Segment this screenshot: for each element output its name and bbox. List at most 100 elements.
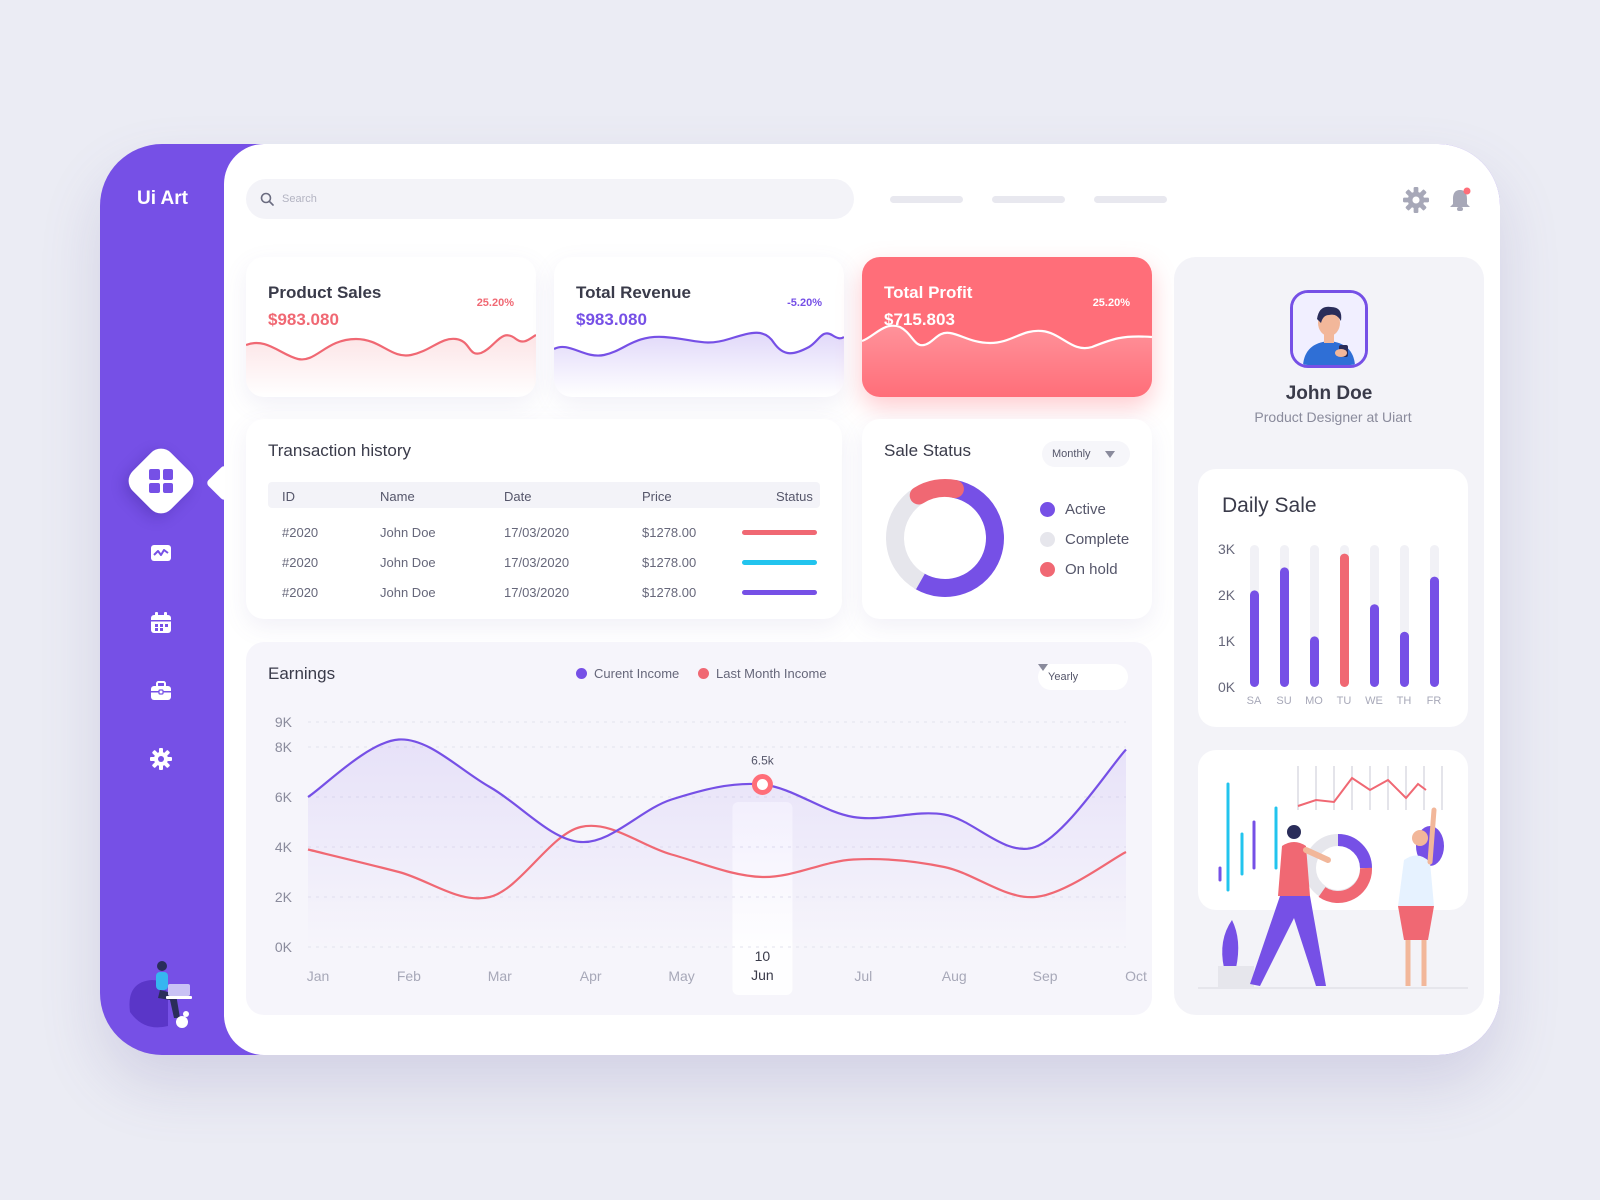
cell-price: $1278.00 bbox=[642, 525, 697, 540]
highlight-value-label: 6.5k bbox=[751, 754, 775, 768]
cell-name: John Doe bbox=[380, 555, 436, 570]
dropdown-value: Yearly bbox=[1048, 671, 1079, 683]
sidebar-item-activity[interactable] bbox=[146, 538, 176, 568]
legend-dot bbox=[576, 668, 587, 679]
cell-id: #2020 bbox=[282, 525, 319, 540]
settings-button[interactable] bbox=[1402, 186, 1430, 214]
bar-mo[interactable] bbox=[1310, 636, 1319, 687]
bar-tu[interactable] bbox=[1340, 553, 1349, 687]
y-tick-label: 2K bbox=[1218, 587, 1236, 603]
column-header-price[interactable]: Price bbox=[642, 489, 672, 504]
caret-down-icon bbox=[1104, 450, 1115, 458]
x-tick-label: Sep bbox=[1033, 968, 1058, 984]
highlight-month-label: Jun bbox=[751, 967, 774, 983]
sidebar-item-portfolio[interactable] bbox=[146, 676, 176, 706]
column-header-date[interactable]: Date bbox=[504, 489, 532, 504]
sidebar-item-calendar[interactable] bbox=[146, 608, 176, 638]
legend-label: On hold bbox=[1065, 561, 1118, 578]
cell-id: #2020 bbox=[282, 585, 319, 600]
column-header-name[interactable]: Name bbox=[380, 489, 415, 504]
highlight-day-label: 10 bbox=[755, 948, 771, 964]
top-nav-link-3[interactable] bbox=[1094, 196, 1167, 203]
sidebar: Ui Art bbox=[100, 144, 240, 1055]
app-logo[interactable]: Ui Art bbox=[136, 188, 189, 209]
notification-dot bbox=[1463, 187, 1471, 195]
product-sales-card[interactable]: Product Sales $983.080 25.20% bbox=[246, 257, 536, 397]
total-profit-card[interactable]: Total Profit $715.803 25.20% bbox=[862, 257, 1152, 397]
column-header-id[interactable]: ID bbox=[282, 489, 295, 504]
total-profit-sparkline bbox=[862, 324, 1152, 397]
avatar[interactable] bbox=[1290, 290, 1368, 368]
bell-icon bbox=[1450, 187, 1471, 211]
legend-active: Active bbox=[1040, 501, 1106, 518]
gear-icon bbox=[150, 748, 172, 770]
column-header-status[interactable]: Status bbox=[776, 489, 813, 504]
cell-date: 17/03/2020 bbox=[504, 555, 570, 570]
x-tick-label: SA bbox=[1247, 695, 1262, 707]
cell-date: 17/03/2020 bbox=[504, 585, 570, 600]
y-tick-label: 0K bbox=[1218, 679, 1236, 695]
legend-current-income: Curent Income bbox=[576, 666, 679, 681]
stat-value: $715.803 bbox=[884, 310, 955, 329]
x-tick-label: May bbox=[668, 968, 694, 984]
panel-title: Transaction history bbox=[268, 441, 411, 460]
dashboard-icon bbox=[149, 469, 173, 493]
x-tick-label: Oct bbox=[1125, 968, 1147, 984]
legend-dot bbox=[1040, 562, 1055, 577]
legend-complete: Complete bbox=[1040, 531, 1129, 548]
profile-panel: John Doe Product Designer at Uiart Daily… bbox=[1174, 257, 1484, 1015]
sidebar-item-settings[interactable] bbox=[146, 744, 176, 774]
current-income-area bbox=[308, 739, 1126, 947]
x-tick-label: TU bbox=[1337, 695, 1352, 707]
stat-value: $983.080 bbox=[576, 310, 647, 329]
main-content: Product Sales $983.080 25.20% Total Reve… bbox=[205, 144, 1500, 1055]
daily-sale-title: Daily Sale bbox=[1222, 494, 1317, 517]
notifications-button[interactable] bbox=[1446, 186, 1474, 214]
team-analytics-illustration bbox=[1198, 766, 1468, 989]
search-input[interactable] bbox=[282, 193, 582, 205]
highlight-point[interactable] bbox=[751, 774, 773, 795]
panel-title: Sale Status bbox=[884, 441, 971, 460]
briefcase-icon bbox=[151, 681, 171, 700]
calendar-icon bbox=[151, 612, 171, 633]
x-tick-label: Jul bbox=[854, 968, 872, 984]
person-laptop-illustration bbox=[129, 961, 192, 1028]
legend-label: Last Month Income bbox=[716, 666, 827, 681]
y-tick-label: 1K bbox=[1218, 633, 1236, 649]
search-icon bbox=[260, 192, 274, 206]
legend-label: Curent Income bbox=[594, 666, 680, 681]
bar-su[interactable] bbox=[1280, 567, 1289, 687]
profile-name: John Doe bbox=[1285, 383, 1373, 404]
status-indicator bbox=[742, 530, 817, 535]
cell-date: 17/03/2020 bbox=[504, 525, 570, 540]
stat-title: Total Revenue bbox=[576, 283, 691, 302]
cell-id: #2020 bbox=[282, 555, 319, 570]
caret-down-icon bbox=[1038, 664, 1048, 671]
x-tick-label: WE bbox=[1365, 695, 1383, 707]
total-revenue-card[interactable]: Total Revenue $983.080 -5.20% bbox=[554, 257, 844, 397]
y-tick-label: 6K bbox=[275, 789, 293, 805]
panel-title: Earnings bbox=[268, 664, 336, 683]
earnings-panel: Earnings Curent Income Last Month Income… bbox=[246, 642, 1152, 1015]
legend-on-hold: On hold bbox=[1040, 561, 1118, 578]
top-nav-link-1[interactable] bbox=[890, 196, 963, 203]
top-nav-link-2[interactable] bbox=[992, 196, 1065, 203]
stat-value: $983.080 bbox=[268, 310, 339, 329]
search-bar[interactable] bbox=[246, 179, 854, 219]
bar-fr[interactable] bbox=[1430, 576, 1439, 687]
bar-sa[interactable] bbox=[1250, 590, 1259, 687]
cell-price: $1278.00 bbox=[642, 555, 697, 570]
bar-we[interactable] bbox=[1370, 604, 1379, 687]
sale-status-donut-chart bbox=[886, 479, 1004, 597]
legend-last-month-income: Last Month Income bbox=[698, 666, 827, 681]
period-dropdown[interactable]: Monthly bbox=[1042, 441, 1130, 467]
x-tick-label: MO bbox=[1305, 695, 1323, 707]
earnings-line-chart: 0K 2K 4K 6K 8K 9K 6.5k 10 Jun Jan Feb Mar Apr May Jul A… bbox=[275, 714, 1147, 995]
sale-status-panel: Sale Status Monthly Active Complete On h… bbox=[862, 419, 1152, 619]
cell-name: John Doe bbox=[380, 585, 436, 600]
y-tick-label: 2K bbox=[275, 889, 293, 905]
dropdown-value: Monthly bbox=[1052, 448, 1091, 460]
period-dropdown[interactable]: Yearly bbox=[1038, 664, 1128, 690]
legend-label: Complete bbox=[1065, 531, 1130, 548]
bar-th[interactable] bbox=[1400, 631, 1409, 687]
